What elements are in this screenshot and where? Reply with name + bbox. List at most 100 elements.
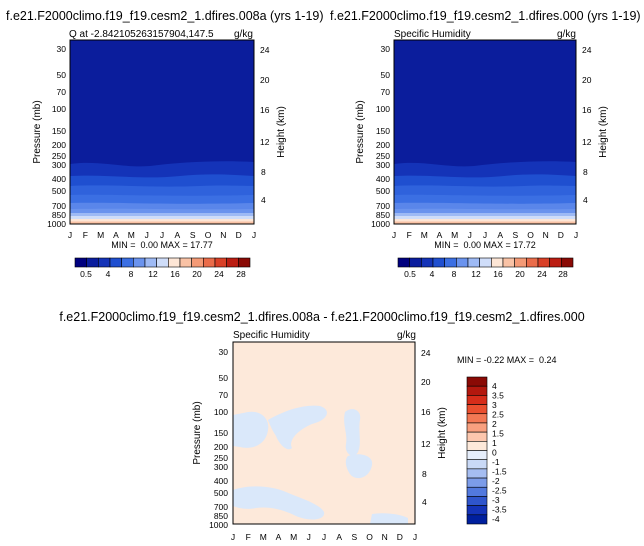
x-tick-label: J: [307, 532, 311, 542]
panel-1-stats: MIN = 0.00 MAX = 17.77: [111, 240, 213, 250]
y-tick-label: 70: [57, 87, 67, 97]
height-tick-label: 12: [582, 137, 592, 147]
y-tick-label: 250: [214, 453, 228, 463]
height-tick-label: 24: [582, 45, 592, 55]
y-tick-label: 850: [52, 210, 66, 220]
y-tick-label: 100: [214, 407, 228, 417]
y-tick-label: 700: [52, 201, 66, 211]
colorbar-label: 2.5: [492, 410, 504, 420]
colorbar-label: 0: [492, 448, 497, 458]
colorbar-label: 2: [492, 419, 497, 429]
colorbar-segment: [561, 257, 574, 268]
x-tick-label: F: [407, 230, 412, 240]
x-tick-label: J: [413, 532, 417, 542]
panel-2-x-ticks: J F M A M J J A S O N D J: [392, 230, 578, 240]
colorbar-segment: [421, 257, 434, 268]
x-tick-label: A: [174, 230, 180, 240]
panel-3-y-ticks: 30 50 70 100 150 200 250 300 400 500 700…: [192, 347, 228, 530]
x-tick-label: J: [252, 230, 256, 240]
panel-3-colorbar-labels: 4 3.5 3 2.5 2 1.5 1 0 -1 -1.5 -2 -2.5 -3…: [492, 381, 507, 524]
height-tick-label: 8: [261, 167, 266, 177]
y-tick-label: 300: [214, 462, 228, 472]
colorbar-segment: [74, 257, 87, 268]
colorbar-segment: [502, 257, 515, 268]
panel-3-negative-region: [233, 411, 269, 448]
x-tick-label: M: [97, 230, 104, 240]
colorbar-label: 20: [192, 269, 202, 279]
colorbar-label: 3: [492, 400, 497, 410]
x-tick-label: A: [497, 230, 503, 240]
panel-2-stats: MIN = 0.00 MAX = 17.72: [434, 240, 536, 250]
height-tick-label: 4: [422, 497, 427, 507]
panel-1-plot-area: [69, 39, 255, 225]
x-tick-label: M: [128, 230, 135, 240]
colorbar-segment: [466, 459, 488, 470]
y-tick-label: 300: [376, 160, 390, 170]
x-tick-label: J: [483, 230, 487, 240]
panel-3-title: f.e21.F2000climo.f19_f19.cesm2_1.dfires.…: [59, 310, 584, 324]
panel-2-ylabel: Pressure (mb): [355, 100, 366, 163]
colorbar-label: 4: [106, 269, 111, 279]
y-tick-label: 700: [376, 201, 390, 211]
panel-3-right-ticks: 4 8 12 16 20 24 Height (km): [421, 348, 448, 507]
colorbar-label: -1.5: [492, 467, 507, 477]
y-tick-label: 150: [214, 428, 228, 438]
x-tick-label: J: [231, 532, 235, 542]
panel-3-negative-region: [344, 409, 361, 456]
y-tick-label: 200: [52, 140, 66, 150]
colorbar-segment: [537, 257, 550, 268]
panel-1-x-ticks: J F M A M J J A S O N D J: [68, 230, 256, 240]
colorbar-segment: [466, 468, 488, 479]
x-tick-label: N: [220, 230, 226, 240]
panel-2-band: [394, 221, 576, 224]
panel-2-colorbar-labels: 0.5 4 8 12 16 20 24 28: [404, 269, 568, 279]
colorbar-label: -4: [492, 514, 500, 524]
colorbar-segment: [466, 385, 488, 396]
colorbar-segment: [86, 257, 99, 268]
colorbar-segment: [226, 257, 239, 268]
y-tick-label: 400: [52, 174, 66, 184]
y-tick-label: 400: [214, 476, 228, 486]
colorbar-label: 20: [515, 269, 525, 279]
y-tick-label: 50: [57, 70, 67, 80]
colorbar-segment: [466, 486, 488, 497]
panel-1: f.e21.F2000climo.f19_f19.cesm2_1.dfires.…: [6, 9, 324, 279]
panel-2: f.e21.F2000climo.f19_f19.cesm2_1.dfires.…: [330, 9, 641, 279]
y-tick-label: 850: [376, 210, 390, 220]
colorbar-label: 0.5: [404, 269, 416, 279]
panel-1-left-label: Q at -2.842105263157904,147.5: [69, 29, 214, 40]
colorbar-segment: [466, 514, 488, 525]
colorbar-segment: [444, 257, 457, 268]
height-tick-label: 24: [260, 45, 270, 55]
y-tick-label: 30: [57, 44, 67, 54]
y-tick-label: 150: [52, 126, 66, 136]
colorbar-segment: [466, 413, 488, 424]
height-tick-label: 4: [583, 195, 588, 205]
x-tick-label: A: [336, 532, 342, 542]
panel-1-colorbar: [74, 257, 251, 268]
colorbar-segment: [466, 422, 488, 433]
colorbar-label: 1.5: [492, 429, 504, 439]
x-tick-label: M: [421, 230, 428, 240]
y-tick-label: 100: [376, 104, 390, 114]
height-tick-label: 16: [582, 105, 592, 115]
colorbar-label: 12: [148, 269, 158, 279]
x-tick-label: S: [351, 532, 357, 542]
x-tick-label: D: [397, 532, 403, 542]
y-tick-label: 500: [376, 186, 390, 196]
y-tick-label: 500: [214, 488, 228, 498]
y-tick-label: 30: [219, 347, 229, 357]
colorbar-segment: [409, 257, 422, 268]
panel-3-negative-region: [345, 454, 373, 479]
y-tick-label: 150: [376, 126, 390, 136]
y-tick-label: 850: [214, 511, 228, 521]
colorbar-label: 16: [170, 269, 180, 279]
colorbar-segment: [479, 257, 492, 268]
colorbar-label: 4: [430, 269, 435, 279]
colorbar-segment: [456, 257, 469, 268]
colorbar-segment: [397, 257, 410, 268]
y-tick-label: 1000: [371, 219, 390, 229]
colorbar-segment: [168, 257, 181, 268]
colorbar-segment: [514, 257, 527, 268]
